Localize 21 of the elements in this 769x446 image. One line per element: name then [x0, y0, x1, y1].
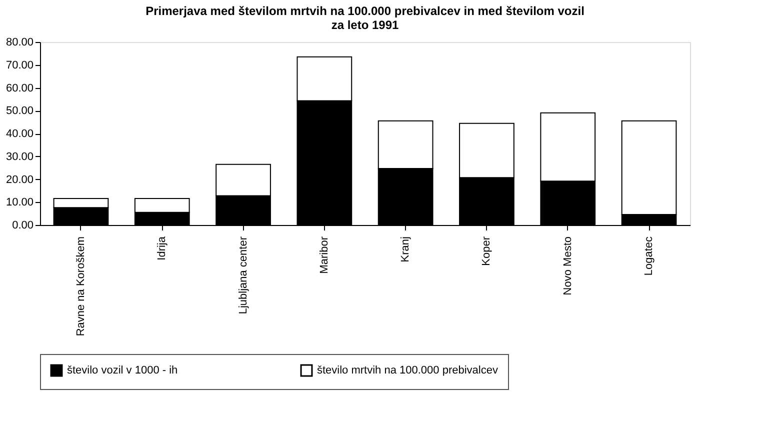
y-tick-label: 0.00	[12, 220, 34, 232]
y-tick-label: 30.00	[6, 150, 34, 163]
x-tick-label: Kranj	[400, 236, 412, 262]
text: Primerjava med številom mrtvih na 100.000 prebivalcev in med številom vozil	[146, 4, 584, 18]
legend-label: število vozil v 1000 - ih	[67, 364, 178, 377]
y-tick-label: 50.00	[6, 105, 34, 118]
x-tick-label: Idrija	[156, 236, 168, 260]
y-tick-label: 60.00	[6, 82, 34, 94]
text: za leto 1991	[331, 18, 399, 32]
x-tick-label: Maribor	[318, 236, 330, 274]
y-tick-label: 20.00	[6, 174, 34, 186]
y-tick-label: 40.00	[6, 128, 34, 140]
y-tick-label: 80.00	[6, 36, 34, 48]
legend-label: število mrtvih na 100.000 prebivalcev	[317, 364, 498, 377]
x-tick-label: Novo Mesto	[562, 236, 574, 296]
x-tick-label: Logatec	[643, 236, 656, 276]
x-tick-label: Koper	[480, 236, 493, 266]
x-tick-label: Ravne na Koroškem	[74, 236, 87, 336]
y-tick-label: 70.00	[6, 59, 34, 72]
y-tick-label: 10.00	[6, 196, 34, 209]
x-tick-label: Ljubljana center	[237, 236, 250, 314]
